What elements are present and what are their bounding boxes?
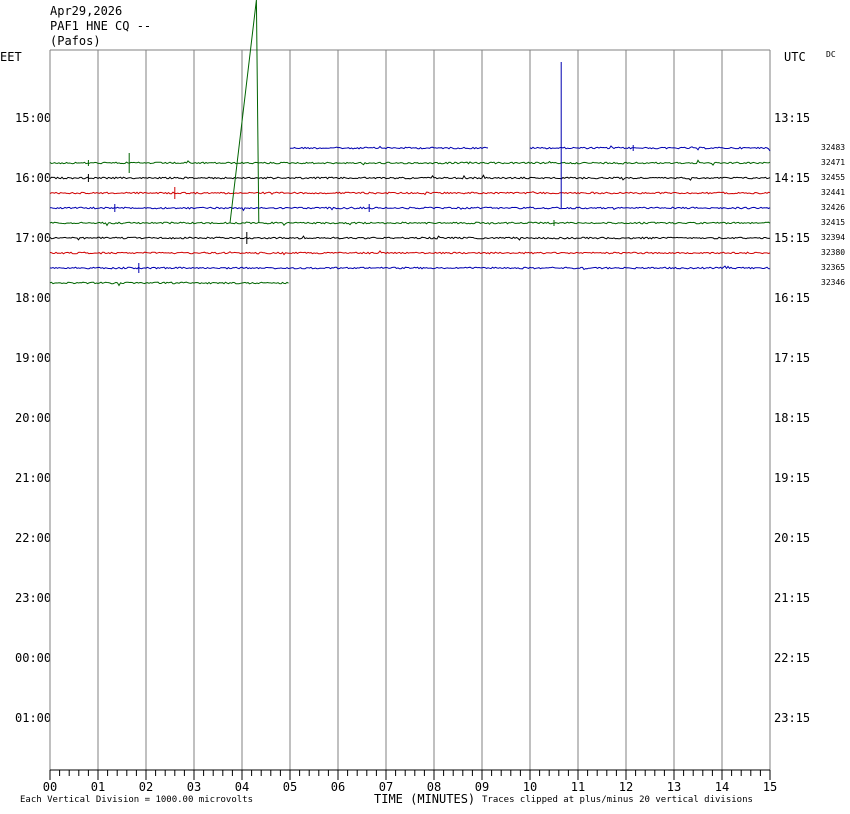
x-tick-label: 01 [90, 780, 106, 794]
hour-label-right: 18:15 [774, 411, 811, 425]
station-id: PAF1 HNE CQ -- [50, 19, 152, 33]
hour-label-right: 16:15 [774, 291, 811, 305]
hour-label-right: 21:15 [774, 591, 811, 605]
x-tick-label: 04 [234, 780, 250, 794]
trace-count: 32441 [821, 188, 846, 197]
trace-line [49, 265, 771, 271]
x-tick-label: 15 [762, 780, 778, 794]
x-tick-label: 05 [282, 780, 298, 794]
time-axis [49, 769, 771, 780]
x-tick-label: 00 [42, 780, 58, 794]
hour-label-left: 01:00 [15, 711, 52, 725]
event-marks [87, 0, 634, 273]
hour-label-left: 20:00 [15, 411, 52, 425]
minute-gridlines [49, 49, 771, 770]
dc-label: DC [826, 50, 836, 59]
x-tick-label: 13 [666, 780, 682, 794]
trace-count: 32483 [821, 143, 846, 152]
hour-label-left: 19:00 [15, 351, 52, 365]
trace-line [49, 206, 771, 212]
hour-label-right: 19:15 [774, 471, 811, 485]
hour-label-right: 13:15 [774, 111, 811, 125]
x-tick-label: 12 [618, 780, 634, 794]
trace-count: 32426 [821, 203, 846, 212]
x-tick-label: 06 [330, 780, 346, 794]
x-tick-label: 02 [138, 780, 154, 794]
x-tick-label: 11 [570, 780, 586, 794]
clip-note: Traces clipped at plus/minus 20 vertical… [482, 795, 753, 805]
x-tick-label: 14 [714, 780, 730, 794]
seismic-traces [49, 145, 771, 287]
hour-label-left: 16:00 [15, 171, 52, 185]
trace-count: 32380 [821, 248, 846, 257]
x-axis-title: TIME (MINUTES) [374, 792, 476, 806]
hour-label-right: 23:15 [774, 711, 811, 725]
left-timezone-label: EET [0, 50, 22, 64]
trace-count: 32415 [821, 218, 846, 227]
x-tick-label: 07 [378, 780, 394, 794]
hour-label-left: 23:00 [15, 591, 52, 605]
x-tick-label: 10 [522, 780, 538, 794]
trace-line [49, 191, 771, 196]
hour-label-right: 17:15 [774, 351, 811, 365]
trace-line [290, 145, 489, 150]
trace-line [49, 159, 771, 166]
hour-label-right: 20:15 [774, 531, 811, 545]
right-timezone-label: UTC [784, 50, 806, 64]
trace-line [49, 235, 771, 241]
trace-count: 32471 [821, 158, 846, 167]
x-tick-label: 08 [426, 780, 442, 794]
hour-label-left: 00:00 [15, 651, 52, 665]
trace-line [49, 281, 289, 287]
trace-line [49, 250, 771, 256]
hour-label-left: 18:00 [15, 291, 52, 305]
x-tick-label: 03 [186, 780, 202, 794]
hour-label-right: 22:15 [774, 651, 811, 665]
hour-label-left: 22:00 [15, 531, 52, 545]
trace-count: 32455 [821, 173, 846, 182]
plot-date: Apr29,2026 [50, 4, 123, 18]
trace-line [49, 221, 771, 227]
trace-line [49, 174, 771, 181]
hour-label-right: 15:15 [774, 231, 811, 245]
scale-note: Each Vertical Division = 1000.00 microvo… [20, 795, 253, 805]
trace-count: 32346 [821, 278, 846, 287]
hour-label-left: 15:00 [15, 111, 52, 125]
trace-line [529, 145, 771, 152]
trace-count: 32394 [821, 233, 846, 242]
hour-label-left: 21:00 [15, 471, 52, 485]
hour-label-right: 14:15 [774, 171, 811, 185]
station-location: (Pafos) [50, 34, 101, 48]
hour-label-left: 17:00 [15, 231, 52, 245]
clipped-transient [229, 0, 260, 224]
trace-count: 32365 [821, 263, 846, 272]
x-tick-label: 09 [474, 780, 490, 794]
